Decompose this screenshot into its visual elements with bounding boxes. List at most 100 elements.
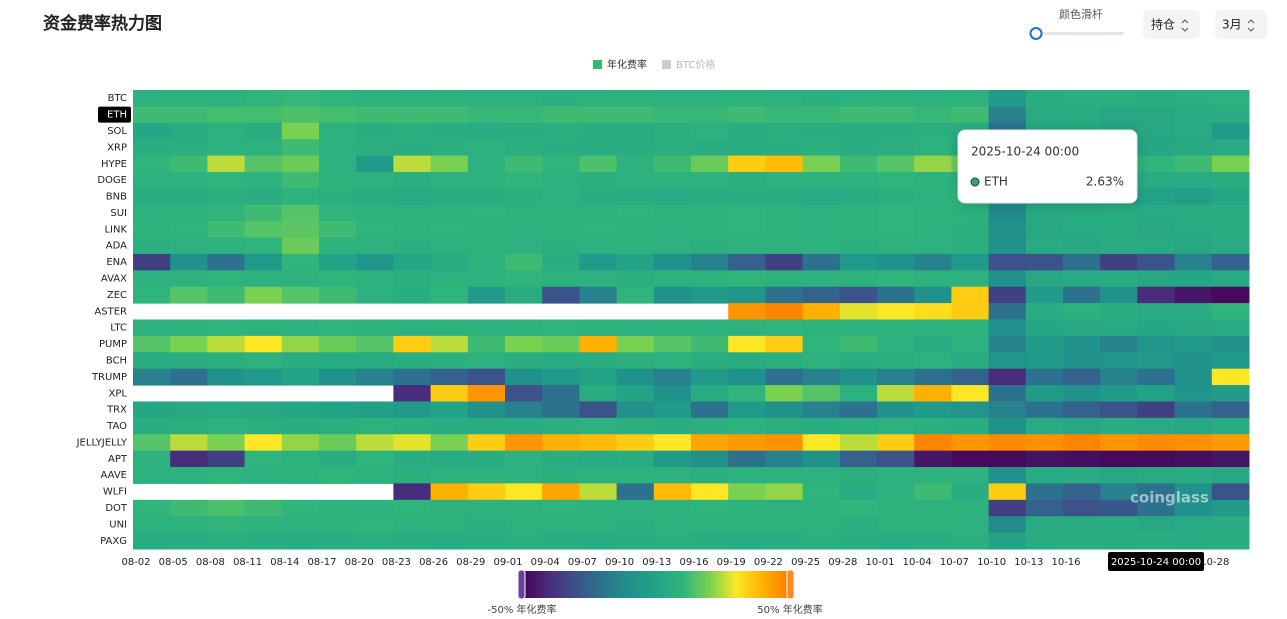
heatmap-cell — [914, 417, 952, 435]
heatmap-cell — [802, 434, 841, 452]
heatmap-cell — [1063, 483, 1101, 501]
heatmap-cell — [579, 417, 618, 435]
heatmap-cell — [393, 171, 432, 189]
x-tick-label: 10-07 — [940, 557, 969, 568]
heatmap-cell — [1174, 401, 1213, 419]
heatmap-cell — [393, 385, 432, 402]
tooltip-box — [957, 129, 1138, 204]
heatmap-cell — [133, 237, 171, 255]
heatmap-cell — [579, 171, 618, 189]
slider-track[interactable] — [1036, 32, 1124, 35]
heatmap-cell — [653, 368, 692, 386]
heatmap-cell — [542, 434, 580, 452]
heatmap-cell — [1137, 532, 1176, 550]
heatmap-cell — [988, 417, 1027, 435]
heatmap-cell — [207, 171, 246, 189]
heatmap-cell — [542, 139, 580, 157]
heatmap-cell — [839, 483, 878, 501]
heatmap-cell — [244, 401, 283, 419]
heatmap-cell — [1063, 90, 1101, 107]
heatmap-cell — [616, 319, 655, 337]
heatmap-cell — [1174, 204, 1213, 222]
heatmap-cell — [765, 516, 804, 534]
heatmap-cell — [1100, 385, 1138, 402]
colorbar-handle[interactable] — [517, 569, 526, 600]
heatmap-cell — [653, 385, 692, 402]
heatmap-cell — [356, 237, 394, 255]
heatmap-cell — [914, 483, 952, 501]
heatmap-cell — [1137, 188, 1176, 206]
legend-swatch[interactable] — [662, 60, 671, 69]
axis-pointer-label: 2025-10-24 00:00 — [1111, 557, 1201, 568]
heatmap-cell — [281, 188, 320, 206]
heatmap-cell — [244, 90, 283, 107]
heatmap-cell — [691, 385, 729, 402]
heatmap-cell — [356, 516, 394, 534]
axis-pointer-box — [1108, 552, 1204, 571]
heatmap-cell — [839, 532, 878, 550]
heatmap-cell — [319, 204, 357, 222]
heatmap-cell — [1174, 450, 1213, 468]
heatmap-cell — [244, 499, 283, 517]
heatmap-cell — [1137, 106, 1176, 124]
range-select[interactable] — [1215, 10, 1267, 39]
heatmap-cell — [728, 188, 766, 206]
heatmap-cell — [728, 467, 766, 484]
heatmap-cell — [765, 139, 804, 157]
heatmap-cell — [839, 122, 878, 140]
heatmap-cell — [207, 286, 246, 304]
heatmap-cell — [319, 499, 357, 517]
heatmap-cell — [1137, 467, 1176, 484]
heatmap-cell — [691, 90, 729, 107]
heatmap-cell — [1174, 188, 1213, 206]
heatmap-cell — [653, 171, 692, 189]
heatmap-cell — [170, 90, 208, 107]
heatmap-cell — [1211, 352, 1250, 370]
heatmap-cell — [839, 303, 878, 320]
heatmap-cell — [579, 335, 618, 353]
metric-select[interactable] — [1143, 10, 1200, 39]
y-tick-label: LINK — [104, 224, 127, 235]
y-tick-label: WLFI — [103, 487, 127, 498]
heatmap-cell — [430, 532, 469, 550]
heatmap-cell — [207, 237, 246, 255]
heatmap-cell — [170, 155, 208, 173]
heatmap-cell — [653, 139, 692, 157]
heatmap-cell — [1063, 221, 1101, 239]
heatmap-cell — [765, 499, 804, 517]
heatmap-cell — [1025, 90, 1064, 107]
heatmap-cell — [542, 221, 580, 239]
heatmap-cell — [281, 237, 320, 255]
heatmap-cell — [691, 401, 729, 419]
heatmap-cell — [133, 188, 171, 206]
legend-label[interactable]: BTC价格 — [676, 58, 715, 71]
slider-knob[interactable] — [1029, 27, 1043, 40]
heatmap-cell — [505, 139, 543, 157]
heatmap-cell — [170, 270, 208, 288]
heatmap-cell — [988, 253, 1027, 271]
heatmap-cell — [579, 139, 618, 157]
heatmap-cell — [691, 122, 729, 140]
heatmap-cell — [1174, 483, 1213, 501]
heatmap-cell — [319, 516, 357, 534]
heatmap-cell — [1063, 253, 1101, 271]
heatmap-cell — [281, 106, 320, 124]
heatmap-cell — [430, 90, 469, 107]
legend-label[interactable]: 年化费率 — [607, 58, 647, 71]
heatmap-cell — [393, 106, 432, 124]
heatmap-cell — [1025, 532, 1064, 550]
heatmap-cell — [765, 532, 804, 550]
heatmap-cell — [728, 450, 766, 468]
colorbar-handle[interactable] — [786, 569, 795, 600]
heatmap-cell — [765, 434, 804, 452]
heatmap-cell — [1137, 368, 1176, 386]
heatmap-cell — [1100, 286, 1138, 304]
heatmap-cell — [356, 286, 394, 304]
heatmap-cell — [1174, 237, 1213, 255]
heatmap-cell — [616, 385, 655, 402]
heatmap-cell — [653, 270, 692, 288]
legend-swatch[interactable] — [593, 60, 602, 69]
heatmap-cell — [467, 90, 506, 107]
heatmap-cell — [319, 237, 357, 255]
heatmap-cell — [430, 483, 469, 501]
